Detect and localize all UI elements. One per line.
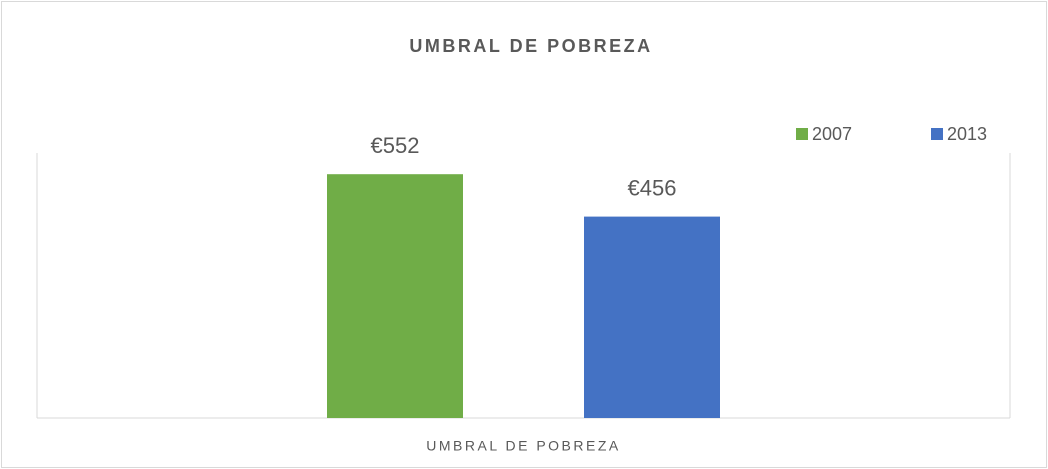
data-label: €552 bbox=[371, 133, 420, 158]
legend-swatch bbox=[931, 128, 943, 140]
bar bbox=[584, 216, 720, 418]
legend-label: 2007 bbox=[812, 124, 852, 144]
legend-label: 2013 bbox=[947, 124, 987, 144]
data-label: €456 bbox=[628, 175, 677, 200]
legend-swatch bbox=[796, 128, 808, 140]
bar bbox=[327, 174, 463, 418]
x-tick-label: UMBRAL DE POBREZA bbox=[426, 438, 620, 454]
chart-title: UMBRAL DE POBREZA bbox=[409, 36, 652, 56]
